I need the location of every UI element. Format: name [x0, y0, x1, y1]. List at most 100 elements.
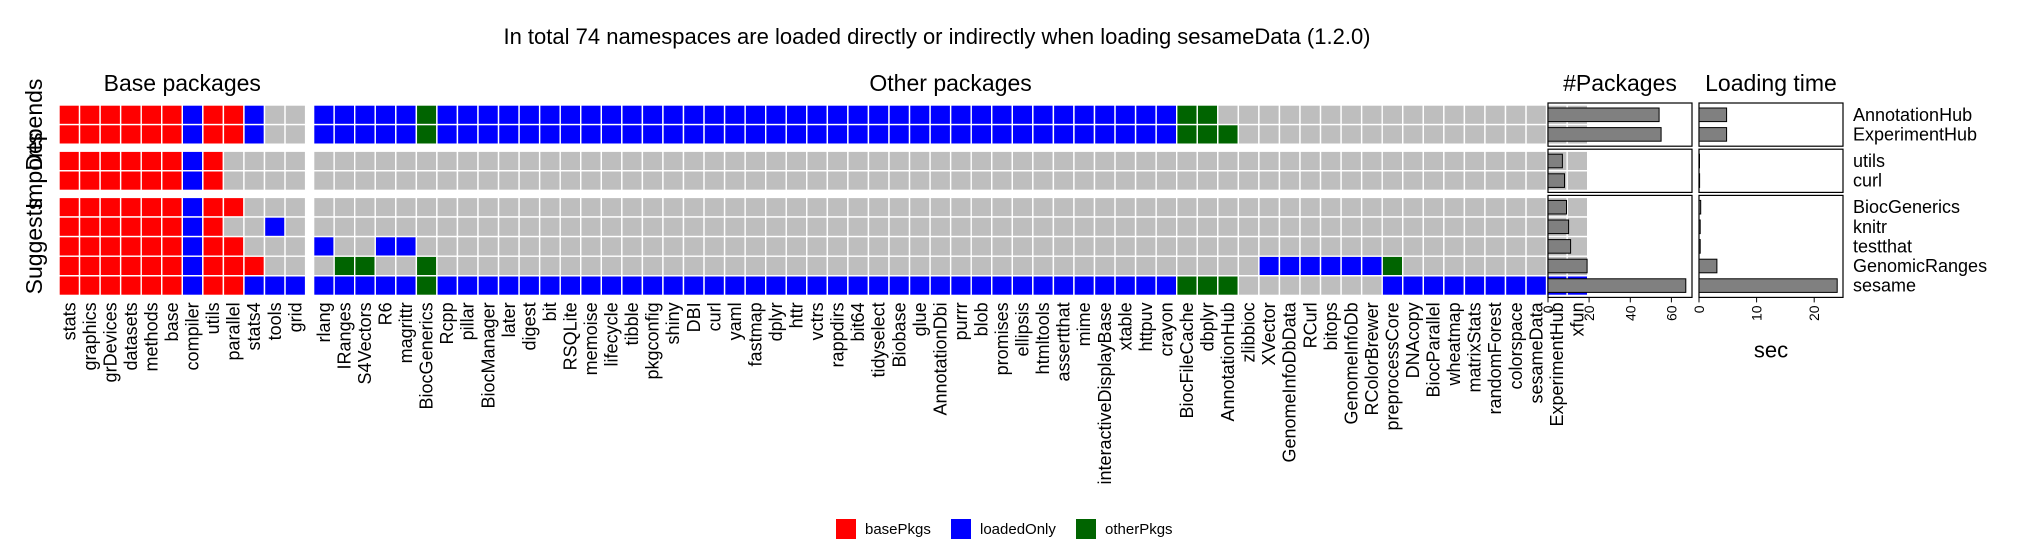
column-label: blob: [972, 302, 992, 336]
heatmap-cell: [1155, 123, 1178, 145]
heatmap-cell: [1484, 104, 1507, 126]
heatmap-cell: [181, 196, 204, 218]
column-label: rlang: [314, 302, 334, 342]
heatmap-cell: [703, 104, 726, 126]
heatmap-cell: [1278, 104, 1301, 126]
heatmap-cell: [415, 216, 438, 238]
heatmap-cell: [436, 123, 459, 145]
heatmap-cell: [826, 170, 849, 192]
heatmap-cell: [1093, 170, 1116, 192]
heatmap-cell: [888, 123, 911, 145]
heatmap-cell: [119, 196, 142, 218]
column-label: BiocManager: [478, 302, 498, 408]
heatmap-cell: [1175, 123, 1198, 145]
heatmap-cell: [58, 123, 81, 145]
heatmap-cell: [284, 170, 307, 192]
heatmap-cell: [682, 123, 705, 145]
heatmap-cell: [1217, 275, 1240, 297]
heatmap-cell: [1340, 235, 1363, 257]
column-label: digest: [519, 302, 539, 350]
heatmap-cell: [436, 170, 459, 192]
bar: [1547, 258, 1588, 274]
heatmap-cell: [1134, 216, 1157, 238]
heatmap-cell: [1073, 235, 1096, 257]
heatmap-cell: [908, 170, 931, 192]
heatmap-cell: [284, 216, 307, 238]
heatmap-cell: [1032, 255, 1055, 277]
column-label: glue: [910, 302, 930, 336]
heatmap-cell: [1463, 216, 1486, 238]
heatmap-cell: [497, 170, 520, 192]
heatmap-cell: [662, 255, 685, 277]
heatmap-cell: [641, 275, 664, 297]
column-label: stats: [59, 302, 79, 340]
heatmap-cell: [580, 275, 602, 297]
heatmap-cell: [826, 216, 849, 238]
heatmap-cell: [1381, 235, 1404, 257]
heatmap-cell: [929, 196, 952, 218]
heatmap-cell: [1484, 150, 1507, 172]
legend-label: otherPkgs: [1105, 521, 1173, 538]
heatmap-cell: [1319, 235, 1342, 257]
heatmap-cell: [78, 123, 101, 145]
heatmap-cell: [222, 275, 245, 297]
heatmap-cell: [312, 275, 335, 297]
heatmap-cell: [1443, 196, 1466, 218]
heatmap-cell: [222, 170, 245, 192]
heatmap-cell: [1237, 170, 1260, 192]
heatmap-cell: [1155, 235, 1178, 257]
heatmap-cell: [847, 123, 870, 145]
column-label: utils: [203, 302, 223, 334]
column-label: S4Vectors: [355, 302, 375, 384]
heatmap-cell: [1299, 104, 1322, 126]
column-label: tools: [265, 302, 285, 340]
column-label: colorspace: [1506, 302, 1526, 389]
bar: [1547, 153, 1563, 169]
column-label: matrixStats: [1465, 302, 1485, 392]
heatmap-cell: [477, 104, 500, 126]
heatmap-cell: [58, 196, 81, 218]
heatmap-cell: [621, 123, 644, 145]
heatmap-cell: [99, 123, 122, 145]
heatmap-cell: [58, 104, 81, 126]
heatmap-cell: [1155, 216, 1178, 238]
heatmap-cell: [1073, 150, 1096, 172]
heatmap-cell: [1093, 123, 1116, 145]
heatmap-cell: [263, 150, 286, 172]
column-label: grid: [285, 302, 305, 332]
bar: [1698, 239, 1701, 254]
heatmap-cell: [222, 104, 245, 126]
heatmap-cell: [415, 196, 438, 218]
heatmap-cell: [1217, 196, 1240, 218]
column-label: bit: [540, 302, 560, 321]
heatmap-cell: [1422, 235, 1445, 257]
heatmap-cell: [354, 235, 376, 257]
heatmap-cell: [1484, 170, 1507, 192]
column-label: AnnotationHub: [1218, 302, 1238, 421]
heatmap-cell: [826, 275, 849, 297]
heatmap-cell: [497, 150, 520, 172]
heatmap-cell: [826, 123, 849, 145]
bar: [1547, 239, 1572, 254]
heatmap-cell: [723, 196, 746, 218]
heatmap-cell: [518, 216, 541, 238]
heatmap-cell: [621, 275, 644, 297]
heatmap-cell: [949, 150, 972, 172]
heatmap-cell: [354, 150, 376, 172]
heatmap-cell: [662, 275, 685, 297]
heatmap-cell: [1011, 104, 1034, 126]
heatmap-cell: [1011, 255, 1034, 277]
heatmap-cell: [1155, 275, 1178, 297]
heatmap-cell: [395, 150, 418, 172]
heatmap-cell: [970, 216, 993, 238]
heatmap-cell: [1525, 150, 1548, 172]
heatmap-cell: [415, 275, 438, 297]
heatmap-cell: [991, 104, 1013, 126]
heatmap-cell: [703, 123, 726, 145]
heatmap-cell: [58, 255, 81, 277]
heatmap-cell: [58, 216, 81, 238]
heatmap-cell: [456, 255, 479, 277]
heatmap-cell: [497, 104, 520, 126]
heatmap-cell: [354, 196, 376, 218]
heatmap-cell: [354, 216, 376, 238]
